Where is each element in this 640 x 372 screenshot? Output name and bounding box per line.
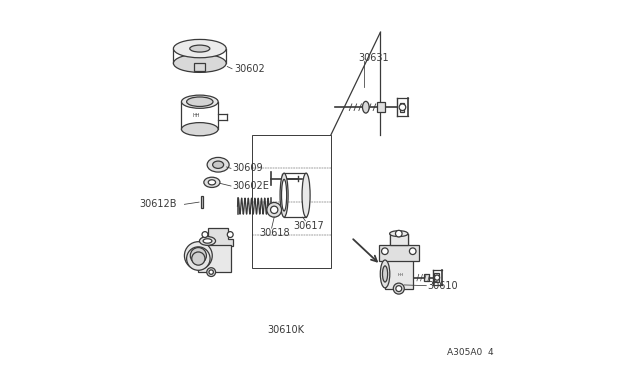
Ellipse shape xyxy=(208,180,216,185)
Bar xyxy=(379,245,419,261)
Text: 30610K: 30610K xyxy=(267,325,304,335)
Circle shape xyxy=(207,268,216,276)
Bar xyxy=(400,103,404,112)
Bar xyxy=(377,102,385,112)
Ellipse shape xyxy=(207,157,229,172)
Text: 30612B: 30612B xyxy=(140,199,177,209)
Circle shape xyxy=(435,275,440,280)
Text: HH: HH xyxy=(193,113,200,118)
Text: HH: HH xyxy=(397,273,404,277)
Ellipse shape xyxy=(187,97,213,106)
Polygon shape xyxy=(202,228,233,247)
Ellipse shape xyxy=(280,173,288,217)
Bar xyxy=(198,245,231,272)
Circle shape xyxy=(267,202,282,217)
Bar xyxy=(200,196,204,208)
Ellipse shape xyxy=(302,173,310,217)
Ellipse shape xyxy=(203,239,212,243)
Text: 30602: 30602 xyxy=(234,64,264,74)
Circle shape xyxy=(187,247,210,270)
Ellipse shape xyxy=(173,39,226,58)
Circle shape xyxy=(396,286,402,292)
Circle shape xyxy=(227,232,233,237)
Text: 30631: 30631 xyxy=(358,53,389,63)
Text: 30609: 30609 xyxy=(233,163,264,173)
Text: 30617: 30617 xyxy=(294,221,324,231)
Circle shape xyxy=(410,248,416,254)
Ellipse shape xyxy=(204,177,220,187)
Ellipse shape xyxy=(212,161,223,169)
Circle shape xyxy=(396,230,402,237)
Circle shape xyxy=(209,270,213,274)
Bar xyxy=(252,135,331,269)
Ellipse shape xyxy=(200,237,216,246)
Text: A305A0  4: A305A0 4 xyxy=(447,349,494,357)
Ellipse shape xyxy=(190,45,210,52)
Text: 30602E: 30602E xyxy=(233,181,269,191)
Ellipse shape xyxy=(380,260,390,288)
Circle shape xyxy=(184,242,212,270)
Circle shape xyxy=(202,232,208,237)
Circle shape xyxy=(190,247,207,264)
Bar xyxy=(385,259,413,289)
Bar xyxy=(424,274,429,281)
Ellipse shape xyxy=(182,95,218,108)
Ellipse shape xyxy=(383,266,388,282)
Ellipse shape xyxy=(173,54,226,73)
Circle shape xyxy=(271,206,278,214)
Bar xyxy=(434,273,439,282)
Ellipse shape xyxy=(362,101,369,113)
Text: 30610: 30610 xyxy=(428,280,458,291)
Ellipse shape xyxy=(282,179,287,211)
Ellipse shape xyxy=(390,231,408,237)
Circle shape xyxy=(394,283,404,294)
Bar xyxy=(195,63,205,71)
Ellipse shape xyxy=(182,123,218,136)
Circle shape xyxy=(399,104,406,110)
Text: 30618: 30618 xyxy=(260,228,290,238)
Bar xyxy=(390,234,408,245)
Circle shape xyxy=(381,248,388,254)
Circle shape xyxy=(192,252,205,265)
